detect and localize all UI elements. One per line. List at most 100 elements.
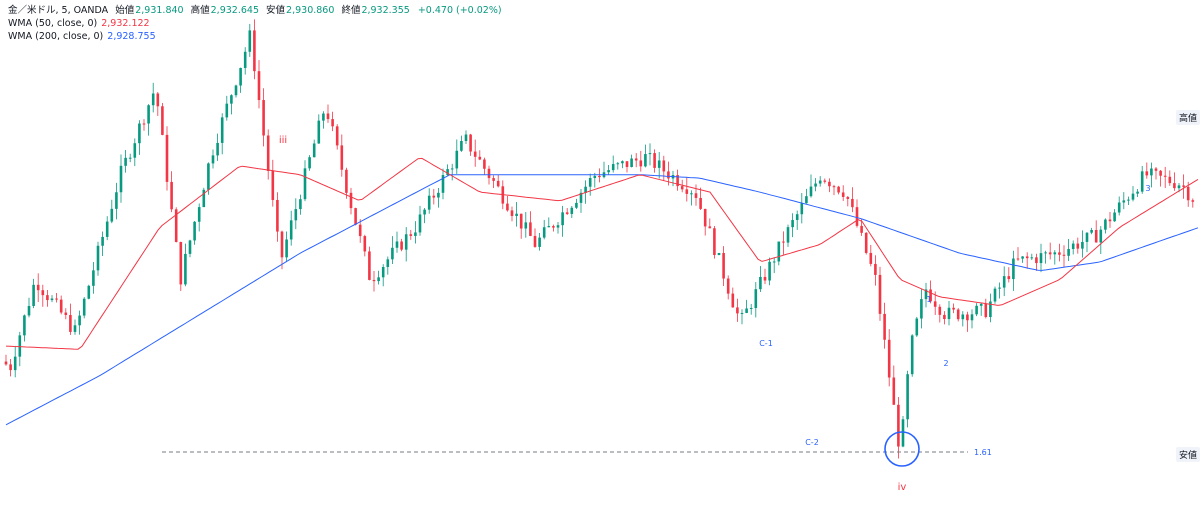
candle-body: [901, 419, 905, 447]
candle-body: [18, 335, 22, 357]
candle-body: [579, 192, 583, 203]
candle-body: [73, 325, 77, 332]
candle-body: [386, 259, 390, 267]
candle-body: [588, 178, 592, 187]
candle-body: [1094, 229, 1098, 243]
candle-body: [800, 203, 804, 215]
symbol-label[interactable]: 金／米ドル, 5, OANDA: [8, 5, 109, 16]
wma200-line: [5, 174, 1199, 426]
candle-body: [1062, 254, 1066, 256]
candle-body: [855, 207, 859, 226]
candle-body: [69, 315, 72, 332]
candle-body: [1099, 229, 1103, 243]
candle-body: [492, 178, 495, 181]
candle-body: [966, 314, 969, 321]
candle-body: [55, 298, 58, 300]
candle-body: [243, 51, 247, 68]
candle-body: [680, 186, 684, 190]
candle-body: [552, 226, 555, 228]
candle-body: [1058, 252, 1061, 255]
candle-body: [869, 252, 873, 264]
wma200-row[interactable]: WMA (200, close, 0) 2,928.755: [8, 30, 506, 43]
candle-body: [234, 85, 238, 96]
candle-body: [1145, 171, 1149, 176]
candle-body: [358, 224, 362, 237]
candle-body: [745, 308, 748, 313]
open-label: 始値: [115, 5, 135, 16]
candle-body: [961, 314, 965, 320]
candle-body: [96, 245, 100, 271]
high-label: 高値: [190, 5, 210, 16]
candle-body: [395, 241, 399, 248]
candle-body: [1016, 258, 1020, 260]
wma50-row[interactable]: WMA (50, close, 0) 2,932.122: [8, 17, 506, 30]
candle-body: [142, 123, 146, 125]
candle-body: [556, 225, 560, 228]
candle-body: [984, 303, 988, 318]
candle-body: [731, 293, 735, 308]
candle-body: [832, 186, 836, 188]
candle-body: [648, 153, 652, 155]
candle-body: [138, 123, 141, 144]
candle-body: [1122, 200, 1126, 203]
candle-body: [561, 212, 564, 226]
candle-body: [349, 192, 353, 209]
candle-body: [124, 157, 127, 166]
wave-label-c1: C-1: [759, 339, 773, 348]
candle-body: [363, 236, 367, 252]
candle-body: [694, 193, 698, 198]
candle-body: [427, 195, 431, 210]
candle-body: [1053, 252, 1057, 255]
wave-label-1: 1: [926, 295, 931, 304]
candle-body: [1090, 229, 1093, 233]
candle-body: [506, 203, 509, 211]
candle-body: [326, 113, 330, 120]
candle-body: [837, 186, 840, 193]
candle-body: [1035, 257, 1038, 264]
candle-body: [607, 170, 610, 173]
candle-body: [133, 143, 137, 158]
candle-body: [841, 192, 845, 197]
candle-body: [239, 67, 242, 86]
candle-body: [303, 168, 307, 200]
candle-body: [653, 153, 656, 168]
candle-body: [101, 236, 104, 246]
candle-body: [524, 222, 528, 229]
candle-body: [1150, 168, 1153, 176]
candle-body: [611, 164, 615, 171]
candle-body: [41, 290, 45, 296]
candle-body: [717, 252, 721, 256]
candle-body: [257, 71, 261, 101]
candle-body: [657, 160, 661, 168]
candle-body: [1044, 252, 1047, 254]
candle-body: [529, 222, 532, 236]
candle-body: [1012, 258, 1015, 280]
candle-body: [1067, 249, 1070, 256]
wave-label-iii: iii: [279, 135, 287, 146]
low-label: 安値: [266, 5, 286, 16]
candle-body: [874, 263, 877, 275]
candle-body: [736, 307, 739, 314]
candle-body: [1025, 256, 1029, 259]
candle-body: [998, 287, 1001, 289]
candle-body: [621, 161, 624, 164]
candle-body: [878, 274, 882, 314]
candle-body: [59, 299, 63, 313]
candle-body: [699, 197, 702, 209]
candle-body: [64, 312, 68, 316]
chart-legend: 金／米ドル, 5, OANDA 始値2,931.840 高値2,932.645 …: [8, 4, 506, 43]
candle-body: [308, 157, 311, 169]
candle-body: [496, 180, 500, 187]
candle-body: [161, 106, 164, 135]
candle-body: [708, 226, 712, 229]
candle-body: [864, 232, 868, 253]
candle-body: [956, 309, 960, 320]
candle-body: [970, 314, 974, 321]
candle-body: [312, 143, 316, 158]
open-value: 2,931.840: [135, 5, 184, 16]
candle-body: [441, 175, 445, 193]
candle-body: [772, 261, 776, 263]
candle-body: [1163, 175, 1167, 177]
